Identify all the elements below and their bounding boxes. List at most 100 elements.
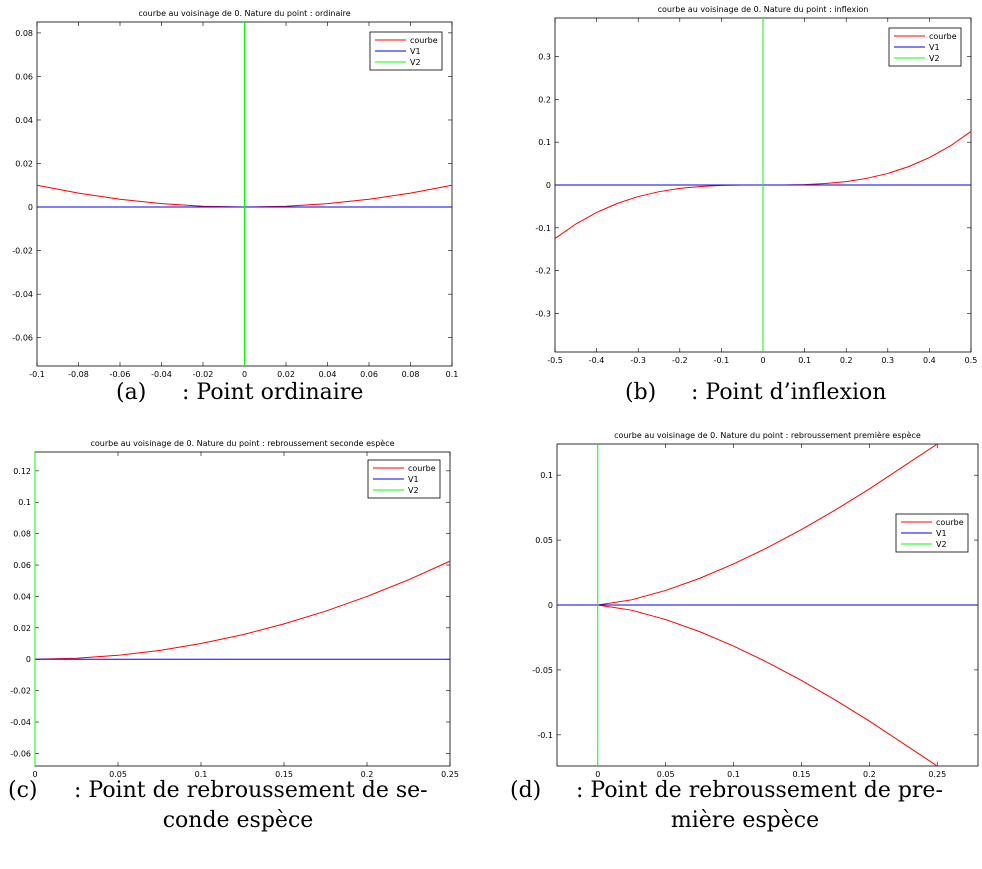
- x-tick-label: 0.1: [727, 770, 740, 779]
- chart-title: courbe au voisinage de 0. Nature du poin…: [138, 9, 350, 18]
- x-tick-label: 0: [32, 770, 37, 779]
- chart-title: courbe au voisinage de 0. Nature du poin…: [658, 5, 869, 14]
- y-tick-label: -0.04: [10, 718, 31, 727]
- x-tick-label: -0.1: [714, 356, 730, 365]
- legend-label-courbe: courbe: [408, 464, 436, 473]
- plot-frame: [34, 451, 451, 767]
- x-tick-label: -0.2: [672, 356, 688, 365]
- legend-label-v1: V1: [936, 529, 947, 538]
- x-tick-label: 0.25: [928, 770, 946, 779]
- y-tick-label: 0.02: [13, 624, 31, 633]
- x-tick-label: -0.4: [589, 356, 605, 365]
- legend-label-v1: V1: [929, 43, 940, 52]
- caption-c-line1: (c) : Point de rebroussement de se-: [8, 776, 468, 806]
- legend-label-courbe: courbe: [936, 518, 964, 527]
- x-tick-label: 0.5: [965, 356, 978, 365]
- chart-c: courbe au voisinage de 0. Nature du poin…: [10, 438, 459, 779]
- x-tick-label: 0.1: [446, 370, 459, 379]
- x-tick-label: 0.15: [793, 770, 811, 779]
- x-tick-label: 0: [760, 356, 765, 365]
- y-tick-label: 0.04: [13, 592, 31, 601]
- y-tick-label: 0: [26, 655, 31, 664]
- y-tick-label: 0.02: [15, 160, 33, 169]
- y-tick-label: 0.06: [13, 561, 31, 570]
- caption-d-text: : Point de rebroussement de pre-: [576, 778, 943, 803]
- x-tick-label: 0.15: [275, 770, 293, 779]
- x-tick-label: -0.3: [630, 356, 646, 365]
- y-tick-label: 0.06: [15, 72, 33, 81]
- x-tick-label: 0.2: [840, 356, 853, 365]
- chart-a: courbe au voisinage de 0. Nature du poin…: [12, 9, 458, 379]
- x-tick-label: 0.4: [923, 356, 936, 365]
- caption-d-line2: mière espèce: [670, 808, 820, 833]
- caption-d-line1: (d) : Point de rebroussement de pre-: [510, 776, 980, 806]
- y-tick-label: 0.04: [15, 116, 33, 125]
- caption-c-text: : Point de rebroussement de se-: [74, 778, 428, 803]
- legend-label-v2: V2: [410, 58, 421, 67]
- legend-label-v1: V1: [410, 47, 421, 56]
- series-courbe: [597, 604, 938, 767]
- series-courbe: [34, 560, 451, 660]
- caption-a-text: : Point ordinaire: [182, 380, 364, 405]
- chart-title: courbe au voisinage de 0. Nature du poin…: [614, 430, 921, 440]
- y-tick-label: -0.1: [535, 224, 551, 233]
- legend-label-v2: V2: [929, 54, 940, 63]
- x-tick-label: 0.25: [441, 770, 459, 779]
- y-tick-label: -0.06: [12, 334, 33, 343]
- x-tick-label: 0.06: [360, 370, 378, 379]
- x-tick-label: 0.04: [319, 370, 337, 379]
- x-tick-label: -0.1: [29, 370, 45, 379]
- x-tick-label: 0: [242, 370, 247, 379]
- y-tick-label: -0.1: [537, 731, 553, 740]
- series-courbe: [597, 443, 938, 606]
- x-tick-label: -0.02: [193, 370, 214, 379]
- y-tick-label: 0: [548, 601, 553, 610]
- y-tick-label: -0.02: [12, 247, 33, 256]
- y-tick-label: 0.1: [540, 471, 553, 480]
- x-tick-label: 0.05: [109, 770, 127, 779]
- x-tick-label: 0.2: [361, 770, 374, 779]
- caption-d: (d) : Point de rebroussement de pre- mièr…: [510, 776, 980, 836]
- y-tick-label: 0.3: [538, 53, 551, 62]
- y-tick-label: -0.3: [535, 309, 551, 318]
- x-tick-label: 0.05: [657, 770, 675, 779]
- y-tick-label: -0.06: [10, 749, 31, 758]
- chart-b: courbe au voisinage de 0. Nature du poin…: [535, 5, 977, 365]
- x-tick-label: -0.08: [68, 370, 89, 379]
- x-tick-label: 0: [595, 770, 600, 779]
- chart-title: courbe au voisinage de 0. Nature du poin…: [90, 438, 394, 448]
- caption-d-tag: (d): [510, 778, 542, 803]
- x-tick-label: 0.1: [195, 770, 208, 779]
- legend-label-v2: V2: [408, 486, 419, 495]
- caption-b: (b): Point d’inflexion: [625, 378, 886, 408]
- y-tick-label: 0.08: [15, 29, 33, 38]
- y-tick-label: -0.05: [532, 666, 553, 675]
- caption-a: (a) : Point ordinaire: [116, 378, 363, 408]
- caption-c-line2: conde espèce: [162, 808, 314, 833]
- x-tick-label: -0.04: [151, 370, 172, 379]
- y-tick-label: 0.1: [18, 498, 31, 507]
- chart-d: courbe au voisinage de 0. Nature du poin…: [532, 430, 979, 779]
- caption-a-tag: (a): [116, 380, 147, 405]
- legend-label-v1: V1: [408, 475, 419, 484]
- y-tick-label: 0.08: [13, 530, 31, 539]
- x-tick-label: 0.08: [402, 370, 420, 379]
- x-tick-label: 0.02: [277, 370, 295, 379]
- y-tick-label: 0: [546, 181, 551, 190]
- y-tick-label: 0.1: [538, 138, 551, 147]
- legend-label-courbe: courbe: [410, 36, 438, 45]
- y-tick-label: 0: [28, 203, 33, 212]
- y-tick-label: -0.2: [535, 267, 551, 276]
- x-tick-label: 0.3: [881, 356, 894, 365]
- caption-c-tag: (c): [8, 778, 38, 803]
- y-tick-label: -0.04: [12, 290, 33, 299]
- caption-b-tag: (b): [625, 380, 657, 405]
- y-tick-label: 0.05: [535, 536, 553, 545]
- legend-label-v2: V2: [936, 540, 947, 549]
- legend-label-courbe: courbe: [929, 32, 957, 41]
- caption-c: (c) : Point de rebroussement de se- conde…: [8, 776, 468, 836]
- y-tick-label: 0.2: [538, 95, 551, 104]
- y-tick-label: 0.12: [13, 467, 31, 476]
- x-tick-label: 0.2: [863, 770, 876, 779]
